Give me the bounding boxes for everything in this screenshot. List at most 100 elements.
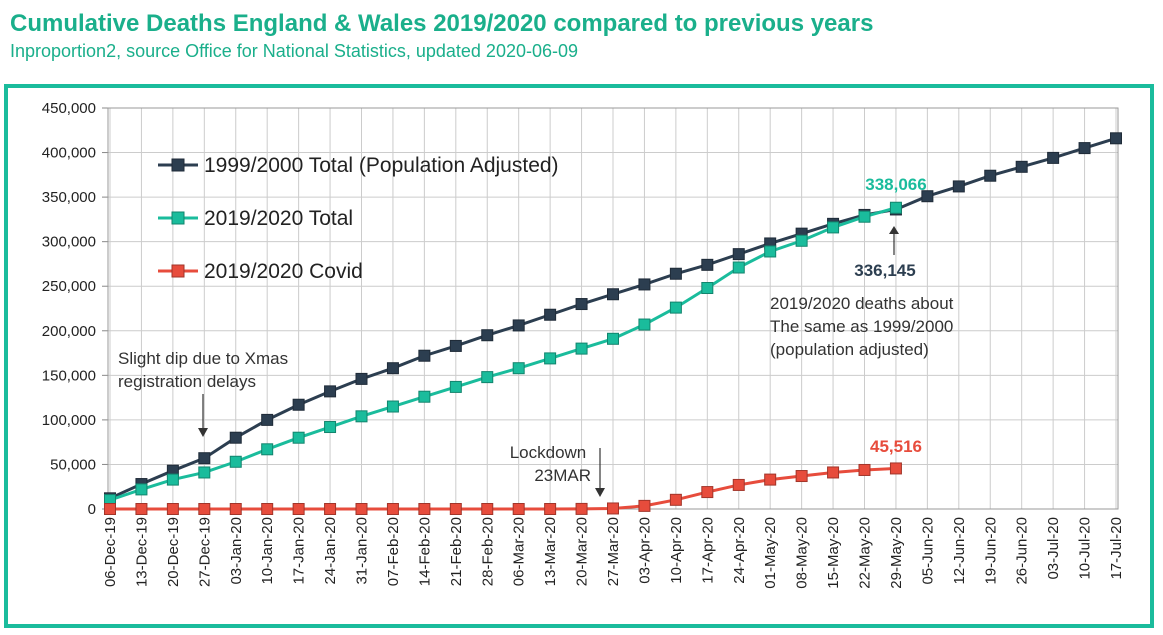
marker — [889, 462, 902, 475]
y-tick-label: 200,000 — [42, 323, 96, 340]
marker — [449, 380, 462, 393]
x-tick-label: 14-Feb-20 — [416, 517, 433, 586]
marker — [764, 245, 777, 258]
marker — [607, 332, 619, 345]
marker — [449, 339, 462, 352]
marker — [166, 503, 179, 515]
marker — [669, 493, 682, 506]
x-tick-label: 17-Apr-20 — [699, 517, 716, 584]
x-tick-label: 20-Mar-20 — [574, 517, 591, 586]
marker — [638, 278, 651, 291]
legend-marker — [171, 158, 185, 172]
marker — [418, 349, 431, 362]
marker — [229, 431, 242, 444]
marker — [827, 221, 840, 234]
marker — [701, 258, 714, 271]
marker — [575, 342, 588, 355]
x-tick-label: 31-Jan-20 — [354, 517, 371, 585]
x-tick-label: 19-Jun-20 — [982, 517, 999, 585]
marker — [324, 421, 337, 434]
x-tick-label: 22-May-20 — [857, 517, 874, 589]
marker — [1110, 132, 1122, 145]
marker — [418, 503, 431, 515]
y-tick-label: 0 — [88, 501, 96, 518]
marker — [135, 483, 148, 496]
marker — [512, 319, 525, 332]
x-tick-label: 03-Jan-20 — [228, 517, 245, 585]
x-tick-label: 15-May-20 — [825, 517, 842, 589]
x-tick-label: 17-Jul-20 — [1108, 517, 1125, 580]
annotation: 45,516 — [870, 437, 922, 456]
marker — [324, 503, 337, 515]
marker — [575, 298, 588, 311]
marker — [261, 413, 274, 426]
marker — [166, 473, 179, 486]
legend-marker — [171, 264, 185, 278]
marker — [481, 503, 494, 515]
x-tick-label: 13-Mar-20 — [542, 517, 559, 586]
x-tick-label: 08-May-20 — [794, 517, 811, 589]
marker — [355, 372, 368, 385]
marker — [229, 503, 242, 515]
marker — [732, 248, 745, 261]
marker — [795, 234, 808, 247]
marker — [701, 282, 714, 295]
y-tick-label: 350,000 — [42, 189, 96, 206]
marker — [386, 362, 399, 375]
marker — [921, 190, 934, 203]
series-line — [110, 466, 897, 511]
marker — [481, 371, 494, 384]
x-tick-label: 20-Dec-19 — [165, 517, 182, 587]
marker — [575, 502, 588, 515]
marker — [198, 466, 211, 479]
marker — [607, 288, 619, 301]
y-tick-label: 100,000 — [42, 412, 96, 429]
marker — [701, 486, 714, 499]
x-tick-label: 01-May-20 — [762, 517, 779, 589]
marker — [1047, 151, 1060, 164]
annotation: Lockdown 23MAR — [510, 443, 591, 485]
frame — [4, 84, 1154, 628]
marker — [386, 503, 399, 515]
legend-label: 1999/2000 Total (Population Adjusted) — [204, 154, 559, 177]
marker — [544, 352, 557, 365]
marker — [669, 301, 682, 314]
y-tick-label: 300,000 — [42, 234, 96, 251]
x-tick-label: 06-Dec-19 — [102, 517, 119, 587]
chart-subtitle: Inproportion2, source Office for Nationa… — [10, 41, 578, 61]
marker — [795, 470, 808, 483]
x-tick-label: 07-Feb-20 — [385, 517, 402, 586]
marker — [449, 503, 462, 515]
marker — [135, 503, 148, 515]
marker — [544, 503, 557, 515]
x-tick-label: 27-Dec-19 — [196, 517, 213, 587]
marker — [261, 503, 274, 515]
x-tick-label: 28-Feb-20 — [479, 517, 496, 586]
marker — [481, 329, 494, 342]
x-tick-label: 12-Jun-20 — [951, 517, 968, 585]
annotation: 338,066 — [865, 175, 926, 194]
annotation: 2019/2020 deaths about The same as 1999/… — [770, 294, 958, 359]
marker — [1078, 142, 1091, 155]
x-tick-label: 10-Apr-20 — [668, 517, 685, 584]
marker — [827, 466, 840, 479]
marker — [732, 261, 745, 274]
y-tick-label: 400,000 — [42, 145, 96, 162]
marker — [198, 503, 211, 515]
x-tick-label: 03-Apr-20 — [636, 517, 653, 584]
x-tick-label: 21-Feb-20 — [448, 517, 465, 586]
x-tick-label: 05-Jun-20 — [919, 517, 936, 585]
marker — [512, 503, 525, 515]
marker — [638, 499, 651, 512]
arrow-head — [889, 226, 899, 234]
marker — [324, 385, 337, 398]
marker — [198, 452, 211, 465]
marker — [104, 503, 116, 515]
marker — [261, 443, 274, 456]
marker — [984, 169, 997, 182]
legend-label: 2019/2020 Total — [204, 207, 353, 230]
marker — [858, 463, 871, 476]
x-tick-label: 06-Mar-20 — [511, 517, 528, 586]
marker — [386, 400, 399, 413]
annotation: Slight dip due to Xmas registration dela… — [118, 349, 293, 391]
